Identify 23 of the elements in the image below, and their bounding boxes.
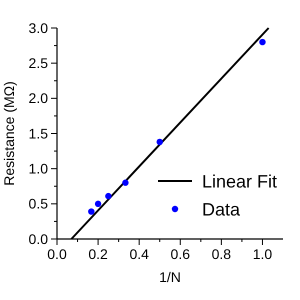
y-tick-label: 0.0: [28, 230, 48, 247]
x-tick-label: 0.0: [47, 246, 67, 262]
y-tick-label: 1.5: [28, 125, 48, 142]
x-axis-title: 1/N: [159, 269, 181, 285]
y-tick-label: 2.0: [28, 90, 48, 106]
x-tick-label: 1.0: [252, 246, 272, 262]
legend-label: Linear Fit: [202, 171, 278, 192]
y-tick-label: 2.5: [28, 55, 48, 72]
point: [88, 208, 95, 215]
y-tick-label: 0.5: [28, 196, 48, 212]
legend-label: Data: [202, 199, 242, 220]
x-tick-label: 0.2: [88, 246, 108, 262]
x-tick-label: 0.4: [129, 246, 150, 262]
point: [122, 180, 129, 186]
y-tick-label: 1.0: [28, 160, 48, 177]
x-tick-label: 0.6: [170, 246, 190, 262]
y-axis-title: Resistance (MΩ): [1, 81, 17, 186]
point: [156, 138, 163, 146]
point: [105, 192, 112, 200]
point: [94, 200, 102, 208]
point: [259, 38, 266, 46]
x-tick-label: 0.8: [212, 246, 232, 262]
y-tick-label: 3.0: [28, 20, 48, 36]
